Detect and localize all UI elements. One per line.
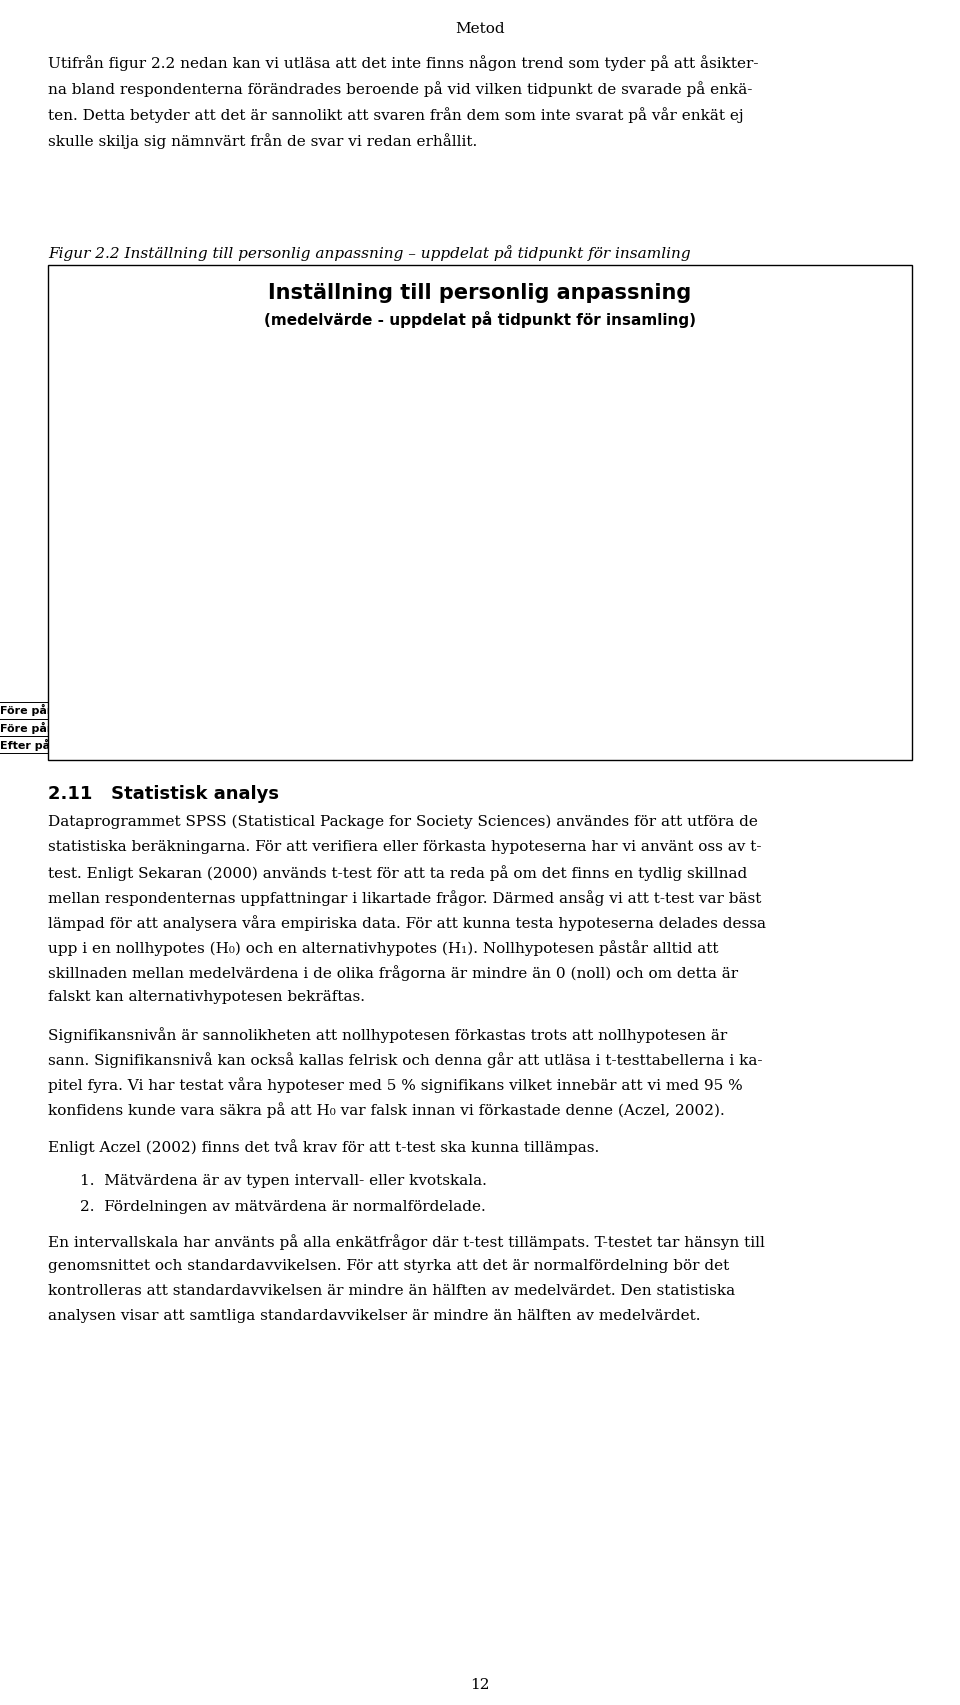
- Text: genomsnittet och standardavvikelsen. För att styrka att det är normalfördelning : genomsnittet och standardavvikelsen. För…: [48, 1258, 730, 1274]
- Bar: [614, 622, 624, 675]
- Bar: [430, 416, 440, 675]
- Bar: [597, 436, 607, 675]
- Bar: [735, 438, 745, 675]
- Bar: [874, 529, 883, 675]
- Bar: [393, 471, 402, 675]
- Bar: [523, 428, 533, 675]
- Bar: [762, 496, 772, 675]
- Bar: [319, 430, 328, 675]
- Bar: [301, 414, 311, 675]
- Text: En intervallskala har använts på alla enkätfrågor där t-test tillämpats. T-teste: En intervallskala har använts på alla en…: [48, 1234, 765, 1250]
- Text: Misstycker helt: Misstycker helt: [61, 663, 151, 675]
- Bar: [846, 477, 855, 675]
- Bar: [366, 435, 375, 675]
- Text: 12: 12: [470, 1678, 490, 1691]
- Bar: [540, 467, 550, 675]
- Text: Dataprogrammet SPSS (Statistical Package for Society Sciences) användes för att : Dataprogrammet SPSS (Statistical Package…: [48, 815, 757, 829]
- Text: Signifikansnivån är sannolikheten att nollhypotesen förkastas trots att nollhypo: Signifikansnivån är sannolikheten att no…: [48, 1026, 728, 1043]
- Bar: [893, 525, 902, 675]
- Bar: [218, 648, 228, 675]
- Bar: [708, 413, 717, 675]
- Text: na bland respondenterna förändrades beroende på vid vilken tidpunkt de svarade p: na bland respondenterna förändrades bero…: [48, 82, 753, 97]
- Bar: [855, 467, 865, 675]
- Bar: [449, 419, 459, 675]
- Bar: [190, 431, 200, 675]
- Text: skillnaden mellan medelvärdena i de olika frågorna är mindre än 0 (noll) och om : skillnaden mellan medelvärdena i de olik…: [48, 965, 738, 980]
- Bar: [809, 450, 819, 675]
- Bar: [578, 421, 588, 675]
- Text: falskt kan alternativhypotesen bekräftas.: falskt kan alternativhypotesen bekräftas…: [48, 991, 365, 1004]
- Bar: [652, 426, 661, 675]
- Text: upp i en nollhypotes (H₀) och en alternativhypotes (H₁). Nollhypotesen påstår al: upp i en nollhypotes (H₀) och en alterna…: [48, 939, 718, 957]
- Text: pitel fyra. Vi har testat våra hypoteser med 5 % signifikans vilket innebär att : pitel fyra. Vi har testat våra hypoteser…: [48, 1078, 743, 1093]
- Text: Utifrån figur 2.2 nedan kan vi utläsa att det inte finns någon trend som tyder p: Utifrån figur 2.2 nedan kan vi utläsa at…: [48, 55, 758, 72]
- Bar: [208, 646, 218, 675]
- Bar: [550, 465, 560, 675]
- Bar: [264, 477, 274, 675]
- Text: Inställning till personlig anpassning: Inställning till personlig anpassning: [269, 283, 691, 303]
- Text: Metod: Metod: [455, 22, 505, 36]
- Bar: [254, 491, 264, 675]
- Text: Enligt Aczel (2002) finns det två krav för att t-test ska kunna tillämpas.: Enligt Aczel (2002) finns det två krav f…: [48, 1139, 599, 1154]
- Bar: [356, 423, 366, 675]
- Bar: [180, 435, 190, 675]
- Text: Samtycker helt: Samtycker helt: [61, 348, 152, 361]
- Bar: [228, 648, 237, 675]
- Bar: [467, 413, 476, 675]
- Text: lämpad för att analysera våra empiriska data. För att kunna testa hypoteserna de: lämpad för att analysera våra empiriska …: [48, 916, 766, 931]
- Bar: [154, 614, 163, 675]
- Bar: [883, 520, 893, 675]
- Bar: [819, 448, 828, 675]
- Bar: [634, 622, 643, 675]
- Bar: [476, 411, 486, 675]
- Text: mellan respondenternas uppfattningar i likartade frågor. Därmed ansåg vi att t-t: mellan respondenternas uppfattningar i l…: [48, 890, 761, 905]
- Text: statistiska beräkningarna. För att verifiera eller förkasta hypoteserna har vi a: statistiska beräkningarna. För att verif…: [48, 841, 761, 854]
- Bar: [402, 469, 412, 675]
- Bar: [661, 431, 671, 675]
- Text: konfidens kunde vara säkra på att H₀ var falsk innan vi förkastade denne (Aczel,: konfidens kunde vara säkra på att H₀ var…: [48, 1101, 725, 1118]
- Bar: [440, 426, 449, 675]
- Bar: [836, 465, 846, 675]
- Text: 2.11   Statistisk analys: 2.11 Statistisk analys: [48, 784, 279, 803]
- Bar: [781, 500, 791, 675]
- Bar: [144, 619, 154, 675]
- Bar: [171, 426, 180, 675]
- Text: analysen visar att samtliga standardavvikelser är mindre än hälften av medelvärd: analysen visar att samtliga standardavvi…: [48, 1309, 701, 1323]
- Bar: [133, 614, 144, 675]
- Bar: [745, 428, 755, 675]
- Bar: [486, 413, 495, 675]
- Bar: [375, 431, 385, 675]
- Bar: [588, 431, 597, 675]
- Text: 2.  Fördelningen av mätvärdena är normalfördelade.: 2. Fördelningen av mätvärdena är normalf…: [80, 1200, 486, 1214]
- Bar: [726, 421, 735, 675]
- Bar: [504, 418, 514, 675]
- Text: ten. Detta betyder att det är sannolikt att svaren från dem som inte svarat på v: ten. Detta betyder att det är sannolikt …: [48, 107, 744, 123]
- Bar: [800, 454, 809, 675]
- Bar: [698, 413, 708, 675]
- Bar: [282, 414, 292, 675]
- Bar: [624, 622, 634, 675]
- Text: sann. Signifikansnivå kan också kallas felrisk och denna går att utläsa i t-test: sann. Signifikansnivå kan också kallas f…: [48, 1052, 762, 1067]
- Bar: [412, 471, 421, 675]
- Bar: [772, 496, 781, 675]
- Text: Figur 2.2 Inställning till personlig anpassning – uppdelat på tidpunkt för insam: Figur 2.2 Inställning till personlig anp…: [48, 246, 690, 261]
- Bar: [671, 435, 681, 675]
- Bar: [560, 464, 569, 675]
- Text: kontrolleras att standardavvikelsen är mindre än hälften av medelvärdet. Den sta: kontrolleras att standardavvikelsen är m…: [48, 1284, 735, 1298]
- Text: 1.  Mätvärdena är av typen intervall- eller kvotskala.: 1. Mätvärdena är av typen intervall- ell…: [80, 1175, 487, 1188]
- Bar: [514, 418, 523, 675]
- Bar: [245, 484, 254, 675]
- Bar: [292, 414, 301, 675]
- Bar: [338, 431, 348, 675]
- Text: (medelvärde - uppdelat på tidpunkt för insamling): (medelvärde - uppdelat på tidpunkt för i…: [264, 310, 696, 327]
- Text: test. Enligt Sekaran (2000) används t-test för att ta reda på om det finns en ty: test. Enligt Sekaran (2000) används t-te…: [48, 864, 747, 881]
- Bar: [688, 430, 698, 675]
- Bar: [328, 438, 338, 675]
- Text: skulle skilja sig nämnvärt från de svar vi redan erhållit.: skulle skilja sig nämnvärt från de svar …: [48, 133, 477, 148]
